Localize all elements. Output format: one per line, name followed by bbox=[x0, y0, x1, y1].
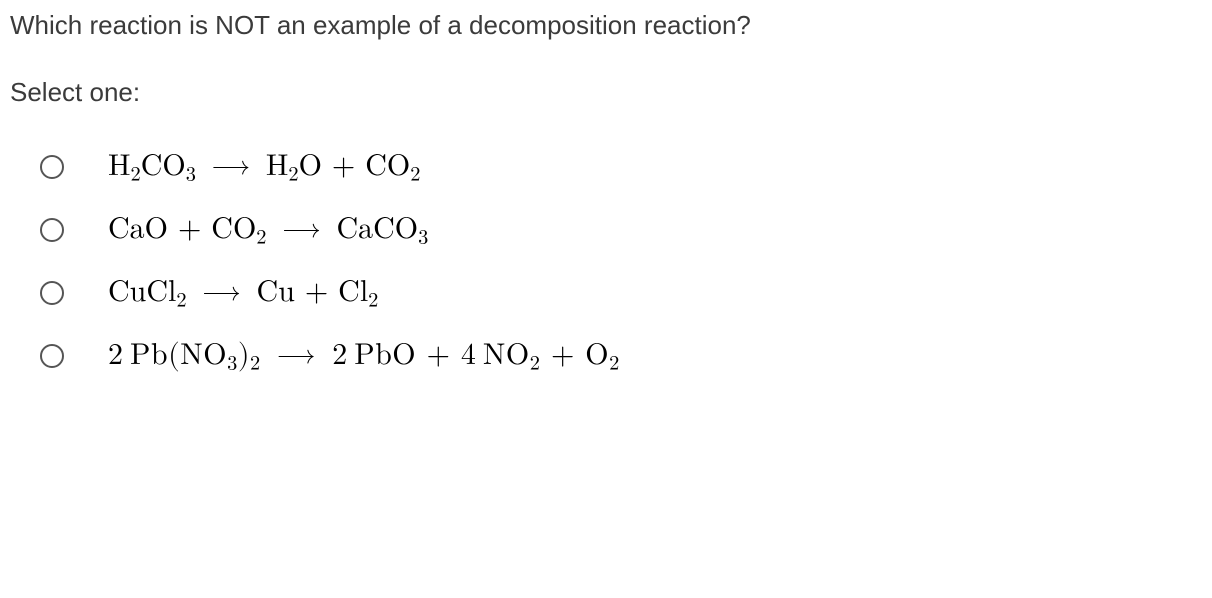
reactant: 2 Pb(NO3)2 bbox=[108, 340, 261, 370]
option-row: 2 Pb(NO3)2 ⟶ 2 PbO + 4 NO2 + O2 bbox=[40, 339, 1202, 372]
select-one-label: Select one: bbox=[10, 77, 1202, 108]
radio-option-1[interactable] bbox=[40, 155, 64, 179]
product: Cu bbox=[257, 277, 295, 307]
radio-option-3[interactable] bbox=[40, 281, 64, 305]
option-row: CaO + CO2 ⟶ CaCO3 bbox=[40, 213, 1202, 246]
plus: + bbox=[427, 340, 461, 370]
product: Cl2 bbox=[338, 277, 378, 307]
arrow-icon: ⟶ bbox=[271, 342, 322, 371]
options-list: H2CO3 ⟶ H2O + CO2 CaO + CO2 ⟶ CaCO3 CuCl… bbox=[10, 150, 1202, 372]
arrow-icon: ⟶ bbox=[276, 216, 326, 245]
plus: + bbox=[305, 277, 338, 307]
option-row: CuCl2 ⟶ Cu + Cl2 bbox=[40, 276, 1202, 309]
option-formula-2: CaO + CO2 ⟶ CaCO3 bbox=[108, 213, 428, 246]
reactant: H2CO3 bbox=[108, 151, 196, 181]
question-prompt: Which reaction is NOT an example of a de… bbox=[10, 8, 1202, 43]
option-formula-1: H2CO3 ⟶ H2O + CO2 bbox=[108, 150, 420, 183]
plus: + bbox=[178, 214, 211, 244]
radio-option-2[interactable] bbox=[40, 218, 64, 242]
option-row: H2CO3 ⟶ H2O + CO2 bbox=[40, 150, 1202, 183]
plus: + bbox=[332, 151, 365, 181]
reactant: CO2 bbox=[211, 214, 266, 244]
product: CO2 bbox=[365, 151, 420, 181]
product: 2 PbO bbox=[332, 340, 416, 370]
product: O2 bbox=[585, 340, 620, 370]
radio-option-4[interactable] bbox=[40, 344, 64, 368]
arrow-icon: ⟶ bbox=[206, 153, 256, 182]
plus: + bbox=[551, 340, 585, 370]
product: 4 NO2 bbox=[461, 340, 541, 370]
reactant: CaO bbox=[108, 214, 168, 244]
product: CaCO3 bbox=[336, 214, 428, 244]
arrow-icon: ⟶ bbox=[197, 279, 247, 308]
option-formula-3: CuCl2 ⟶ Cu + Cl2 bbox=[108, 276, 378, 309]
option-formula-4: 2 Pb(NO3)2 ⟶ 2 PbO + 4 NO2 + O2 bbox=[108, 339, 620, 372]
reactant: CuCl2 bbox=[108, 277, 187, 307]
product: H2O bbox=[266, 151, 322, 181]
